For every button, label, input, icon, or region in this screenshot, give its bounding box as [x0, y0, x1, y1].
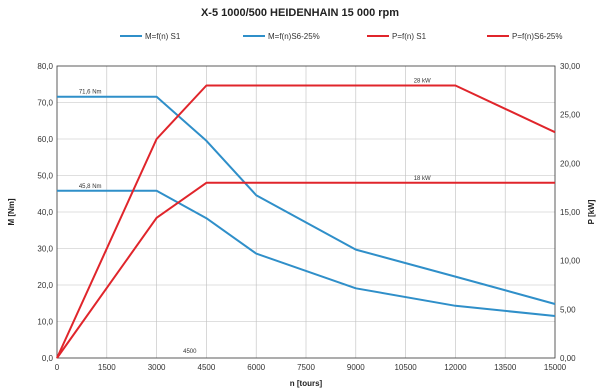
x-tick-label: 0	[55, 363, 60, 372]
y-left-tick-label: 0,0	[42, 354, 54, 363]
y-right-tick-label: 30,00	[560, 62, 581, 71]
annotation-label: 18 kW	[414, 176, 431, 182]
legend: M=f(n) S1 M=f(n)S6-25% P=f(n) S1 P=f(n)S6-2…	[120, 32, 562, 41]
series-lines	[56, 84, 556, 359]
y-right-tick-label: 5,00	[560, 305, 576, 314]
y-left-tick-label: 10,0	[37, 318, 53, 327]
y-right-tick-label: 10,00	[560, 257, 581, 266]
annotation-label: 45,8 Nm	[79, 184, 102, 190]
tick-labels: 0 1500 3000 4500 6000 7500 9000 10500 12000 13500…	[37, 62, 580, 372]
x-tick-label: 13500	[494, 363, 517, 372]
y-left-tick-label: 60,0	[37, 135, 53, 144]
x-tick-label: 9000	[347, 363, 365, 372]
series-line-4	[56, 84, 556, 359]
y-left-tick-label: 40,0	[37, 208, 53, 217]
y-left-tick-label: 80,0	[37, 62, 53, 71]
plot-frame	[56, 65, 556, 359]
series-line-1	[57, 189, 556, 317]
x-tick-label: 10500	[394, 363, 417, 372]
y-axis-right-label: P [kW]	[587, 199, 596, 224]
legend-label: P=f(n)S6-25%	[512, 32, 562, 41]
legend-label: P=f(n) S1	[392, 32, 427, 41]
legend-label: M=f(n)S6-25%	[268, 32, 320, 41]
x-tick-label: 1500	[98, 363, 116, 372]
series-line-3	[56, 181, 555, 359]
legend-label: M=f(n) S1	[145, 32, 181, 41]
gridlines	[57, 66, 555, 358]
y-axis-left-label: M [Nm]	[7, 198, 16, 225]
annotations: 71,6 Nm 45,8 Nm 28 kW 18 kW 4500	[79, 78, 431, 355]
y-right-tick-label: 15,00	[560, 208, 581, 217]
x-tick-label: 3000	[148, 363, 166, 372]
x-tick-label: 12000	[444, 363, 467, 372]
x-tick-label: 7500	[297, 363, 315, 372]
annotation-label: 28 kW	[414, 78, 431, 84]
x-tick-label: 15000	[544, 363, 567, 372]
y-right-tick-label: 25,00	[560, 111, 581, 120]
axes	[56, 65, 556, 359]
y-right-tick-label: 20,00	[560, 159, 581, 168]
y-left-tick-label: 30,0	[37, 245, 53, 254]
series-line-2	[57, 95, 556, 305]
y-left-tick-label: 50,0	[37, 172, 53, 181]
annotation-label: 71,6 Nm	[79, 90, 102, 96]
y-right-tick-label: 0,00	[560, 354, 576, 363]
x-tick-label: 6000	[247, 363, 265, 372]
x-axis-label: n [tours]	[290, 379, 323, 388]
chart-title: X-5 1000/500 HEIDENHAIN 15 000 rpm	[201, 7, 399, 19]
y-left-tick-label: 70,0	[37, 99, 53, 108]
annotation-label: 4500	[183, 349, 197, 355]
y-left-tick-label: 20,0	[37, 281, 53, 290]
x-tick-label: 4500	[198, 363, 216, 372]
